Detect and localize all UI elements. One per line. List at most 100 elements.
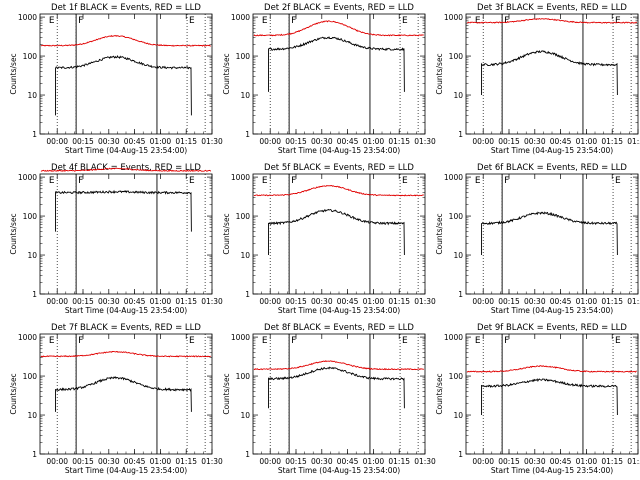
marker-label: F	[78, 176, 83, 186]
plot-frame	[465, 173, 639, 295]
x-tick-label: 00:45	[550, 457, 572, 466]
x-axis-label: Start Time (04-Aug-15 23:54:00)	[65, 306, 187, 315]
x-axis-label: Start Time (04-Aug-15 23:54:00)	[491, 306, 613, 315]
panel-title: Det 4f BLACK = Events, RED = LLD	[51, 163, 201, 173]
y-tick-label: 1000	[444, 333, 463, 342]
x-tick-label: 01:15	[175, 137, 197, 146]
y-axis-label: Counts/sec	[9, 53, 18, 94]
x-tick-label: 01:30	[201, 297, 223, 306]
x-tick-label: 01:00	[363, 297, 385, 306]
marker-label: E	[475, 16, 481, 26]
x-tick-label: 01:15	[388, 137, 410, 146]
plot-frame	[252, 13, 426, 135]
x-axis-label: Start Time (04-Aug-15 23:54:00)	[278, 466, 400, 475]
x-tick-label: 01:30	[414, 297, 436, 306]
plot-frame	[252, 333, 426, 455]
x-tick-label: 00:00	[472, 297, 494, 306]
x-axis-label: Start Time (04-Aug-15 23:54:00)	[65, 466, 187, 475]
events-series-line	[481, 50, 618, 96]
x-tick-label: 00:00	[259, 297, 281, 306]
marker-label: F	[78, 16, 83, 26]
y-tick-label: 100	[23, 372, 38, 381]
x-tick-label: 01:15	[601, 137, 623, 146]
y-tick-label: 100	[449, 212, 464, 221]
panel-title: Det 3f BLACK = Events, RED = LLD	[477, 3, 627, 13]
x-tick-label: 00:00	[46, 137, 68, 146]
x-tick-label: 00:30	[311, 297, 333, 306]
events-series-line	[481, 211, 618, 256]
panel-8: Det 8f BLACK = Events, RED = LLD 1 10 100 10…	[222, 323, 436, 475]
marker-label: E	[402, 176, 408, 186]
x-tick-label: 00:30	[524, 297, 546, 306]
x-tick-label: 00:30	[98, 297, 120, 306]
lld-series-line	[40, 167, 212, 172]
y-tick-label: 100	[449, 52, 464, 61]
x-tick-label: 01:30	[414, 457, 436, 466]
y-tick-label: 1000	[231, 13, 250, 22]
y-axis-label: Counts/sec	[435, 213, 444, 254]
events-series-line	[55, 54, 192, 116]
x-tick-label: 01:30	[627, 137, 640, 146]
y-tick-label: 1	[245, 130, 250, 139]
x-tick-label: 00:15	[285, 137, 307, 146]
y-tick-label: 100	[236, 52, 251, 61]
y-tick-label: 1	[458, 290, 463, 299]
x-axis-label: Start Time (04-Aug-15 23:54:00)	[491, 146, 613, 155]
x-tick-label: 00:45	[124, 297, 146, 306]
y-tick-label: 1000	[444, 13, 463, 22]
marker-label: E	[615, 336, 621, 346]
marker-label: E	[262, 336, 268, 346]
x-axis-label: Start Time (04-Aug-15 23:54:00)	[491, 466, 613, 475]
panel-2: Det 2f BLACK = Events, RED = LLD 1 10 100 10…	[222, 3, 436, 155]
x-tick-label: 01:15	[601, 457, 623, 466]
x-tick-label: 00:30	[98, 457, 120, 466]
plot-frame	[39, 13, 213, 135]
y-tick-label: 100	[23, 52, 38, 61]
y-tick-label: 100	[236, 212, 251, 221]
panel-3: Det 3f BLACK = Events, RED = LLD 1 10 100 10…	[435, 3, 640, 155]
x-tick-label: 01:30	[627, 297, 640, 306]
x-tick-label: 00:00	[46, 457, 68, 466]
x-tick-label: 00:45	[337, 457, 359, 466]
y-tick-label: 1000	[231, 173, 250, 182]
x-tick-label: 01:15	[601, 297, 623, 306]
x-tick-label: 00:45	[124, 137, 146, 146]
y-tick-label: 1	[245, 290, 250, 299]
marker-label: E	[189, 16, 195, 26]
x-axis-label: Start Time (04-Aug-15 23:54:00)	[278, 146, 400, 155]
y-tick-label: 1	[32, 130, 37, 139]
x-tick-label: 00:00	[472, 457, 494, 466]
x-tick-label: 01:15	[388, 457, 410, 466]
y-tick-label: 10	[240, 91, 250, 100]
plot-frame	[465, 13, 639, 135]
x-tick-label: 00:30	[524, 457, 546, 466]
marker-label: E	[402, 16, 408, 26]
x-tick-label: 00:30	[98, 137, 120, 146]
marker-label: E	[189, 336, 195, 346]
x-tick-label: 00:00	[472, 137, 494, 146]
x-tick-label: 00:30	[311, 457, 333, 466]
panel-title: Det 6f BLACK = Events, RED = LLD	[477, 163, 627, 173]
marker-label: E	[49, 336, 55, 346]
lld-series-line	[466, 365, 637, 373]
y-tick-label: 10	[27, 411, 37, 420]
x-tick-label: 01:15	[175, 297, 197, 306]
y-axis-label: Counts/sec	[435, 373, 444, 414]
x-tick-label: 00:15	[72, 297, 94, 306]
x-tick-label: 00:00	[259, 457, 281, 466]
y-axis-label: Counts/sec	[435, 53, 444, 94]
marker-label: E	[615, 16, 621, 26]
plot-frame	[465, 333, 639, 455]
marker-label: E	[262, 16, 268, 26]
marker-label: F	[504, 176, 509, 186]
y-tick-label: 100	[236, 372, 251, 381]
x-tick-label: 00:30	[524, 137, 546, 146]
x-tick-label: 00:15	[72, 137, 94, 146]
y-axis-label: Counts/sec	[222, 53, 231, 94]
y-tick-label: 1	[458, 130, 463, 139]
marker-label: E	[402, 336, 408, 346]
panel-title: Det 7f BLACK = Events, RED = LLD	[51, 323, 201, 333]
events-series-line	[55, 189, 192, 232]
x-tick-label: 01:00	[150, 297, 172, 306]
marker-label: F	[291, 176, 296, 186]
